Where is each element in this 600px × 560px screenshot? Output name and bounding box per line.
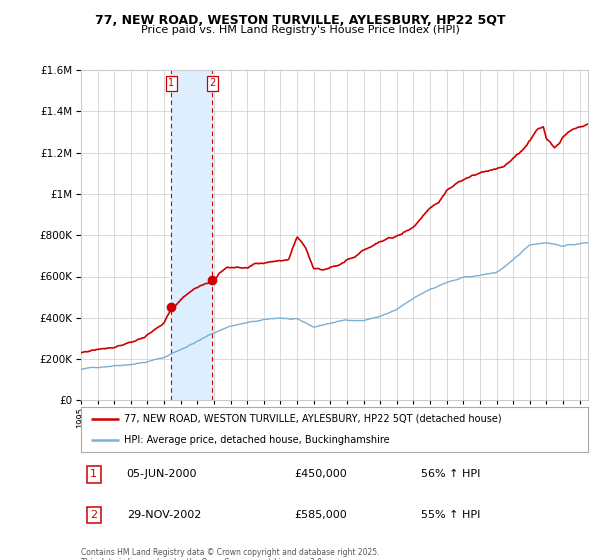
Text: 2: 2 <box>209 78 215 88</box>
Text: £450,000: £450,000 <box>294 469 347 479</box>
Text: 1: 1 <box>168 78 175 88</box>
Text: 77, NEW ROAD, WESTON TURVILLE, AYLESBURY, HP22 5QT (detached house): 77, NEW ROAD, WESTON TURVILLE, AYLESBURY… <box>124 414 502 424</box>
Bar <box>171 70 212 400</box>
Text: Price paid vs. HM Land Registry's House Price Index (HPI): Price paid vs. HM Land Registry's House … <box>140 25 460 35</box>
Text: HPI: Average price, detached house, Buckinghamshire: HPI: Average price, detached house, Buck… <box>124 435 390 445</box>
Text: 05-JUN-2000: 05-JUN-2000 <box>127 469 197 479</box>
Text: 1: 1 <box>90 469 97 479</box>
Text: 2: 2 <box>90 510 97 520</box>
Text: 77, NEW ROAD, WESTON TURVILLE, AYLESBURY, HP22 5QT: 77, NEW ROAD, WESTON TURVILLE, AYLESBURY… <box>95 14 505 27</box>
Text: 55% ↑ HPI: 55% ↑ HPI <box>421 510 480 520</box>
Text: Contains HM Land Registry data © Crown copyright and database right 2025.
This d: Contains HM Land Registry data © Crown c… <box>81 548 380 560</box>
Text: £585,000: £585,000 <box>294 510 347 520</box>
Text: 56% ↑ HPI: 56% ↑ HPI <box>421 469 480 479</box>
Text: 29-NOV-2002: 29-NOV-2002 <box>127 510 201 520</box>
